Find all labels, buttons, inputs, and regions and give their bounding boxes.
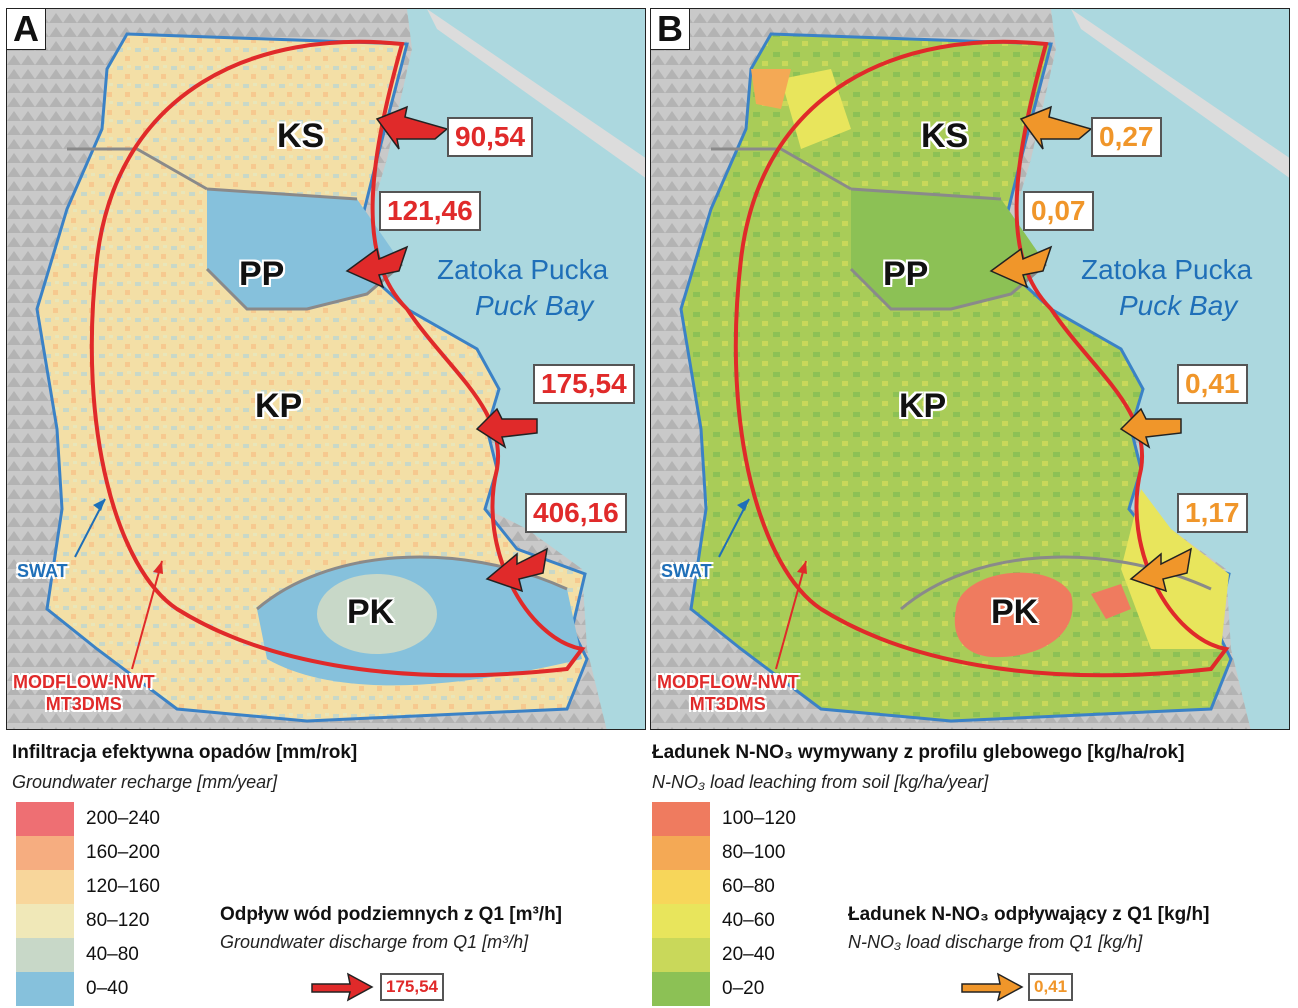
region-label-ks: KS	[921, 117, 969, 155]
discharge-arrow-pk	[485, 547, 548, 593]
modflow-pointer-head	[797, 561, 807, 574]
discharge-value-ks: 90,54	[447, 117, 534, 157]
legend-swatch	[652, 972, 710, 1006]
legend-class-label: 40–80	[86, 944, 139, 965]
modflow-pointer-head	[153, 561, 163, 574]
map-panel-b: B KS PP KP PK Zatoka Pucka Puck Bay 0,27…	[650, 8, 1290, 730]
load-legend-arrow	[961, 972, 1024, 1002]
region-label-pp: PP	[239, 255, 285, 293]
hel-peninsula	[427, 9, 645, 178]
legend-a-title: Infiltracja efektywna opadów [mm/rok]	[12, 742, 358, 763]
swat-pointer-head	[93, 499, 105, 511]
zone-boundaries	[67, 147, 568, 611]
modflow-label: MODFLOW-NWT MT3DMS	[657, 671, 799, 715]
legend-b-subtitle: N-NO₃ load leaching from soil [kg/ha/yea…	[652, 772, 989, 792]
map-graphic-a	[7, 9, 645, 729]
discharge-legend-a-title: Odpływ wód podziemnych z Q1 [m³/h]	[220, 904, 563, 925]
legend-a-subtitle: Groundwater recharge [mm/year]	[12, 772, 278, 792]
catchment-area	[35, 32, 589, 723]
discharge-value-pp: 121,46	[379, 191, 481, 231]
bay-label-en: Puck Bay	[1119, 290, 1238, 321]
legend-b-title: Ładunek N-NO₃ wymywany z profilu glebowe…	[652, 742, 1185, 763]
region-label-pp: PP	[883, 255, 929, 293]
legend-swatch	[16, 972, 74, 1006]
modflow-label-line1: MODFLOW-NWT	[13, 672, 155, 692]
zone-pp-fill	[851, 189, 1046, 309]
discharge-arrow-ks	[375, 105, 449, 150]
legend-class-label: 80–100	[722, 842, 786, 863]
catchment-area	[679, 32, 1233, 723]
model-boundary	[733, 39, 1230, 678]
load-arrow-ks	[1019, 105, 1093, 150]
discharge-legend-b-subtitle: N-NO₃ load discharge from Q1 [kg/h]	[848, 932, 1143, 952]
load-value-pp: 0,07	[1023, 191, 1094, 231]
legend-class-label: 20–40	[722, 944, 775, 965]
patch-red	[1091, 584, 1131, 619]
legend-swatch	[16, 938, 74, 972]
discharge-arrow-kp	[475, 407, 538, 449]
modflow-label-line2: MT3DMS	[689, 694, 766, 714]
sea-area	[357, 9, 645, 729]
map-panel-a: A KS PP KP PK Zatoka Pucka Puck Bay 90,5…	[6, 8, 646, 730]
discharge-arrow-pp	[345, 245, 409, 289]
legend-class-label: 100–120	[722, 808, 796, 829]
legend-class-label: 200–240	[86, 808, 160, 829]
swat-pointer-head	[737, 499, 749, 511]
discharge-legend-b-title: Ładunek N-NO₃ odpływający z Q1 [kg/h]	[848, 904, 1210, 925]
modflow-label: MODFLOW-NWT MT3DMS	[13, 671, 155, 715]
legend-swatch	[16, 870, 74, 904]
modflow-pointer	[775, 560, 807, 670]
sea-area	[1001, 9, 1289, 729]
zone-pp-fill	[207, 189, 402, 309]
legend-swatch	[16, 904, 74, 938]
legend-class-label: 0–40	[86, 978, 129, 999]
region-label-kp: KP	[899, 387, 947, 425]
legend-swatch	[652, 870, 710, 904]
model-boundary	[89, 39, 586, 678]
load-arrow-kp	[1119, 407, 1182, 449]
zone-pk-core	[317, 574, 437, 654]
legend-swatch	[652, 802, 710, 836]
legend-class-label: 80–120	[86, 910, 150, 931]
discharge-legend-sample: 175,54	[380, 973, 444, 1001]
legend-swatch	[16, 802, 74, 836]
load-value-kp: 0,41	[1177, 364, 1248, 404]
swat-label: SWAT	[661, 561, 712, 581]
legend-class-label: 40–60	[722, 910, 775, 931]
legend-swatch	[652, 904, 710, 938]
region-label-pk: PK	[991, 593, 1039, 631]
load-arrow-pp	[989, 245, 1053, 289]
legend-swatch	[652, 938, 710, 972]
bay-label-pl: Zatoka Pucka	[437, 254, 609, 285]
panel-letter: B	[651, 9, 690, 50]
panel-letter: A	[7, 9, 46, 50]
discharge-legend-arrow	[311, 972, 374, 1002]
swat-label: SWAT	[17, 561, 68, 581]
modflow-label-line1: MODFLOW-NWT	[657, 672, 799, 692]
legend-swatch	[16, 836, 74, 870]
legend-class-label: 60–80	[722, 876, 775, 897]
modflow-pointer	[131, 560, 163, 670]
discharge-value-pk: 406,16	[525, 493, 627, 533]
legend-class-label: 120–160	[86, 876, 160, 897]
region-label-pk: PK	[347, 593, 395, 631]
bay-label-en: Puck Bay	[475, 290, 594, 321]
legend-swatch	[652, 836, 710, 870]
discharge-legend-a-subtitle: Groundwater discharge from Q1 [m³/h]	[220, 932, 529, 952]
region-label-ks: KS	[277, 117, 325, 155]
legend-class-label: 160–200	[86, 842, 160, 863]
region-label-kp: KP	[255, 387, 303, 425]
load-value-ks: 0,27	[1091, 117, 1162, 157]
zone-boundaries	[711, 147, 1212, 611]
hel-peninsula	[1071, 9, 1289, 178]
zone-pk-fill	[954, 572, 1073, 658]
modflow-label-line2: MT3DMS	[45, 694, 122, 714]
load-legend-sample: 0,41	[1028, 973, 1074, 1001]
legend-class-label: 0–20	[722, 978, 765, 999]
load-value-pk: 1,17	[1177, 493, 1248, 533]
discharge-value-kp: 175,54	[533, 364, 635, 404]
patch-orange	[751, 69, 791, 109]
bay-label-pl: Zatoka Pucka	[1081, 254, 1253, 285]
load-arrow-pk	[1129, 547, 1192, 593]
